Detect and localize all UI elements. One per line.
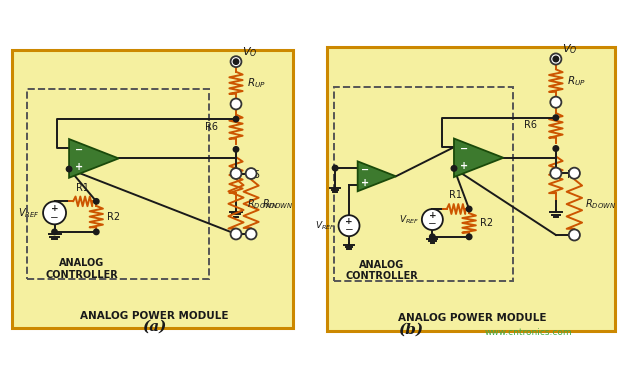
- Text: R1: R1: [76, 183, 89, 193]
- Text: $R_{DOWN}$: $R_{DOWN}$: [585, 197, 616, 211]
- Text: +: +: [51, 204, 59, 213]
- Text: R1: R1: [449, 190, 462, 200]
- Circle shape: [94, 229, 99, 234]
- Text: (a): (a): [142, 320, 166, 334]
- Text: $R_{UP}$: $R_{UP}$: [566, 74, 585, 87]
- Text: +: +: [428, 211, 436, 219]
- Text: −: −: [50, 213, 59, 223]
- Text: R2: R2: [107, 212, 120, 222]
- Text: ANALOG
CONTROLLER: ANALOG CONTROLLER: [345, 259, 418, 281]
- Text: $V_{REF}$: $V_{REF}$: [399, 213, 419, 226]
- Circle shape: [553, 115, 559, 121]
- Circle shape: [550, 167, 561, 179]
- Circle shape: [231, 99, 241, 109]
- Circle shape: [569, 229, 580, 241]
- Circle shape: [94, 199, 99, 204]
- Text: +: +: [75, 162, 83, 172]
- Text: ANALOG POWER MODULE: ANALOG POWER MODULE: [398, 313, 547, 323]
- Text: $R_{DOWN}$: $R_{DOWN}$: [246, 197, 278, 211]
- Text: ANALOG
CONTROLLER: ANALOG CONTROLLER: [45, 258, 118, 280]
- Circle shape: [569, 167, 580, 179]
- Circle shape: [43, 201, 66, 224]
- Circle shape: [231, 229, 241, 239]
- Circle shape: [550, 54, 561, 65]
- Text: +: +: [345, 217, 353, 226]
- Text: $R_{UP}$: $R_{UP}$: [246, 76, 265, 90]
- Circle shape: [338, 215, 360, 236]
- Text: R5: R5: [566, 170, 580, 180]
- Circle shape: [333, 165, 338, 171]
- Circle shape: [66, 166, 72, 172]
- Circle shape: [231, 56, 241, 67]
- Text: R5: R5: [246, 170, 260, 180]
- Bar: [27, 89, 209, 280]
- Circle shape: [231, 168, 241, 179]
- Polygon shape: [69, 139, 118, 178]
- Text: $V_O$: $V_O$: [562, 42, 578, 56]
- Text: R2: R2: [480, 218, 493, 228]
- Circle shape: [233, 116, 239, 122]
- Circle shape: [246, 229, 256, 239]
- Text: −: −: [460, 144, 468, 154]
- Text: $V_O$: $V_O$: [242, 45, 258, 59]
- Circle shape: [233, 147, 239, 152]
- Polygon shape: [454, 139, 503, 177]
- Text: R6: R6: [205, 122, 218, 132]
- Text: (b): (b): [398, 323, 423, 337]
- Text: $V_{REF}$: $V_{REF}$: [315, 219, 335, 232]
- Text: $V_{REF}$: $V_{REF}$: [18, 206, 40, 220]
- Text: +: +: [460, 161, 468, 171]
- Circle shape: [246, 168, 256, 179]
- Text: −: −: [361, 164, 369, 174]
- Circle shape: [553, 146, 559, 151]
- Text: −: −: [75, 145, 83, 155]
- Text: ANALOG POWER MODULE: ANALOG POWER MODULE: [80, 311, 229, 321]
- Text: +: +: [361, 178, 369, 188]
- Bar: [334, 87, 513, 281]
- Circle shape: [550, 97, 561, 108]
- Text: −: −: [345, 225, 353, 235]
- Circle shape: [451, 166, 457, 171]
- Text: www.cntronics.com: www.cntronics.com: [484, 328, 572, 337]
- Circle shape: [52, 229, 57, 234]
- Circle shape: [466, 206, 472, 212]
- Text: −: −: [428, 219, 437, 229]
- Circle shape: [430, 234, 435, 239]
- Circle shape: [553, 56, 559, 62]
- Text: $R_{DOWN}$: $R_{DOWN}$: [261, 197, 293, 211]
- Circle shape: [422, 209, 443, 230]
- Circle shape: [466, 234, 472, 239]
- Circle shape: [233, 59, 239, 64]
- Text: R6: R6: [524, 121, 537, 131]
- Polygon shape: [358, 161, 396, 191]
